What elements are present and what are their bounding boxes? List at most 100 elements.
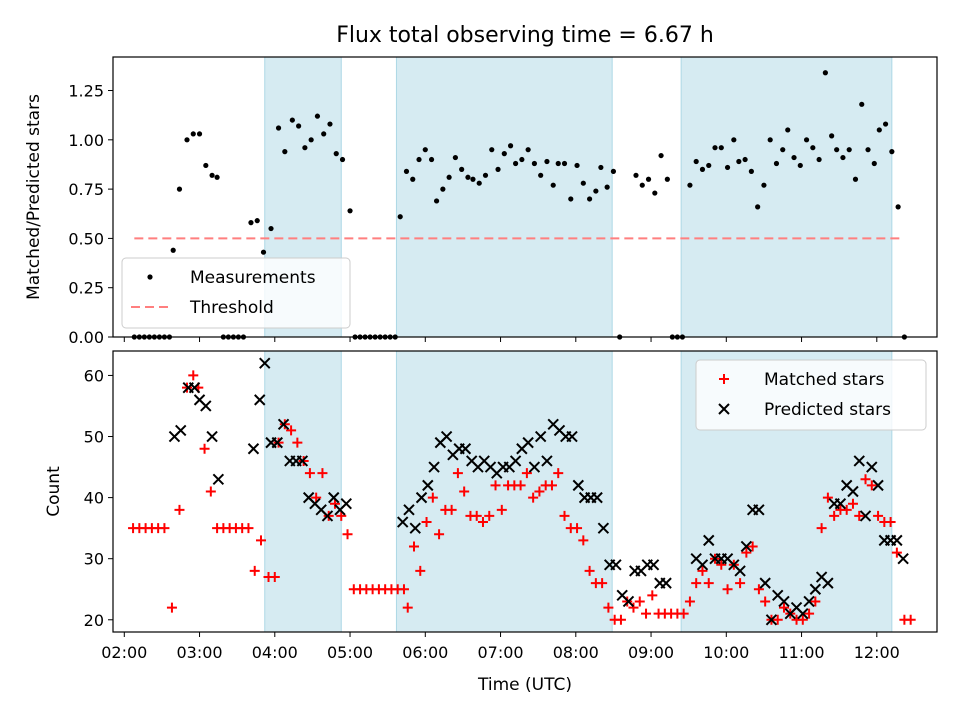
matched-star-point	[477, 517, 488, 528]
predicted-star-point	[247, 443, 260, 455]
measurement-point	[699, 166, 706, 172]
measurement-point	[446, 174, 452, 180]
measurement-point	[248, 220, 254, 226]
measurement-point	[254, 218, 260, 224]
predicted-star-point	[271, 436, 284, 449]
predicted-star-point	[753, 504, 765, 516]
y-tick-label: 0.75	[68, 180, 104, 199]
y-tick-label: 40	[84, 489, 104, 508]
y-tick-label: 60	[84, 366, 104, 385]
shaded-window-2	[395, 56, 613, 338]
measurement-point	[610, 168, 617, 174]
matched-star-point	[415, 565, 426, 576]
matched-star-point	[292, 437, 303, 448]
matched-star-point	[304, 468, 315, 479]
y-tick-label: 30	[84, 550, 104, 569]
predicted-star-point	[397, 516, 409, 528]
measurement-point	[525, 147, 531, 153]
measurement-point	[489, 147, 495, 153]
y-tick-label: 0.00	[68, 328, 104, 347]
predicted-star-point	[759, 577, 771, 589]
matched-star-point	[615, 614, 626, 625]
predicted-star-point	[622, 595, 635, 608]
measurement-point	[501, 151, 507, 157]
predicted-star-point	[321, 510, 334, 522]
matched-star-point	[452, 468, 463, 479]
measurement-point	[568, 196, 574, 202]
x-tick-label: 02:00	[101, 643, 147, 662]
measurement-point	[308, 137, 314, 143]
matched-star-point	[546, 480, 557, 491]
measurement-point	[834, 147, 840, 153]
matched-star-point	[603, 602, 614, 613]
shaded-window-1	[264, 350, 342, 633]
predicted-star-point	[200, 400, 212, 412]
matched-star-point	[873, 510, 884, 521]
predicted-star-point	[872, 479, 884, 492]
measurement-point	[296, 123, 302, 129]
measurement-point	[403, 168, 410, 174]
measurement-point	[452, 154, 458, 161]
measurement-point	[645, 176, 652, 182]
measurement-point	[846, 147, 852, 153]
measurement-point	[214, 174, 220, 180]
predicted-star-point	[522, 436, 534, 449]
matched-star-point	[905, 614, 916, 625]
matched-star-point	[286, 425, 297, 436]
matched-star-point	[747, 541, 758, 552]
matched-star-point	[515, 480, 526, 491]
matched-star-point	[317, 468, 328, 479]
measurement-point	[767, 137, 773, 143]
legend: Matched stars Predicted stars	[695, 359, 927, 431]
x-tick-label: 08:00	[553, 643, 599, 662]
predicted-star-point	[803, 595, 815, 608]
legend-box	[695, 359, 927, 431]
predicted-star-point	[572, 479, 585, 492]
measurement-point	[736, 158, 742, 165]
y-axis-label: Matched/Predicted stars	[24, 94, 44, 300]
matched-star-point	[722, 584, 733, 595]
predicted-star-point	[647, 559, 660, 571]
predicted-star-point	[422, 479, 434, 492]
x-tick-label: 11:00	[778, 643, 824, 662]
measurement-point	[428, 156, 435, 163]
measurement-point	[748, 168, 754, 174]
measurement-point	[538, 172, 544, 178]
matched-star-point	[269, 572, 280, 583]
predicted-star-point	[534, 430, 547, 443]
measurement-point	[410, 176, 416, 182]
y-tick-label: 1.00	[68, 131, 104, 150]
measurement-point	[302, 145, 308, 151]
predicted-star-point	[591, 491, 603, 504]
predicted-star-point	[254, 394, 266, 406]
series-matched-stars	[128, 370, 916, 625]
predicted-star-point	[566, 430, 578, 443]
matched-star-point	[199, 443, 210, 454]
matched-star-point	[772, 614, 783, 625]
matched-star-point	[409, 541, 420, 552]
measurement-point	[633, 172, 639, 178]
x-tick-label: 09:00	[628, 643, 674, 662]
matched-star-point	[311, 492, 322, 503]
matched-star-point	[760, 596, 771, 607]
legend-entry-label: Matched stars	[764, 370, 884, 390]
measurement-point	[876, 127, 882, 133]
matched-star-point	[427, 492, 438, 503]
measurement-point	[731, 137, 737, 143]
matched-star-point	[329, 498, 340, 509]
matched-star-point	[885, 517, 896, 528]
matched-star-point	[521, 468, 532, 479]
matched-star-point	[597, 578, 608, 589]
y-tick-label: 50	[84, 428, 104, 447]
legend-box	[121, 257, 351, 329]
predicted-star-point	[765, 614, 778, 626]
predicted-star-point	[597, 522, 610, 534]
measurement-point	[555, 160, 561, 167]
matched-star-point	[398, 584, 409, 595]
measurement-point	[422, 147, 428, 153]
measurement-point	[604, 184, 610, 190]
measurement-point	[724, 164, 731, 171]
measurement-point	[598, 164, 604, 171]
measurement-point	[495, 166, 501, 172]
